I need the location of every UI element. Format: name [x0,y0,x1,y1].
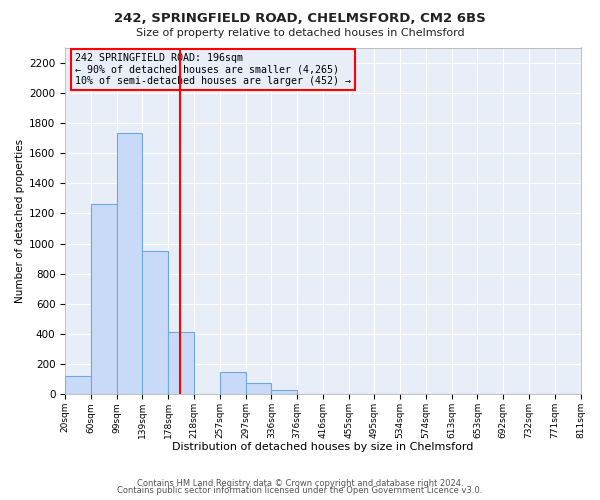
Text: Contains HM Land Registry data © Crown copyright and database right 2024.: Contains HM Land Registry data © Crown c… [137,478,463,488]
Text: 242, SPRINGFIELD ROAD, CHELMSFORD, CM2 6BS: 242, SPRINGFIELD ROAD, CHELMSFORD, CM2 6… [114,12,486,26]
Bar [65,376,91,394]
Bar [271,390,297,394]
Bar [142,251,168,394]
Bar [245,383,271,394]
Text: Size of property relative to detached houses in Chelmsford: Size of property relative to detached ho… [136,28,464,38]
Text: 242 SPRINGFIELD ROAD: 196sqm
← 90% of detached houses are smaller (4,265)
10% of: 242 SPRINGFIELD ROAD: 196sqm ← 90% of de… [76,52,352,86]
X-axis label: Distribution of detached houses by size in Chelmsford: Distribution of detached houses by size … [172,442,473,452]
Y-axis label: Number of detached properties: Number of detached properties [15,139,25,303]
Text: Contains public sector information licensed under the Open Government Licence v3: Contains public sector information licen… [118,486,482,495]
Bar [91,204,116,394]
Bar [116,132,142,394]
Bar [168,332,194,394]
Bar [220,372,245,394]
